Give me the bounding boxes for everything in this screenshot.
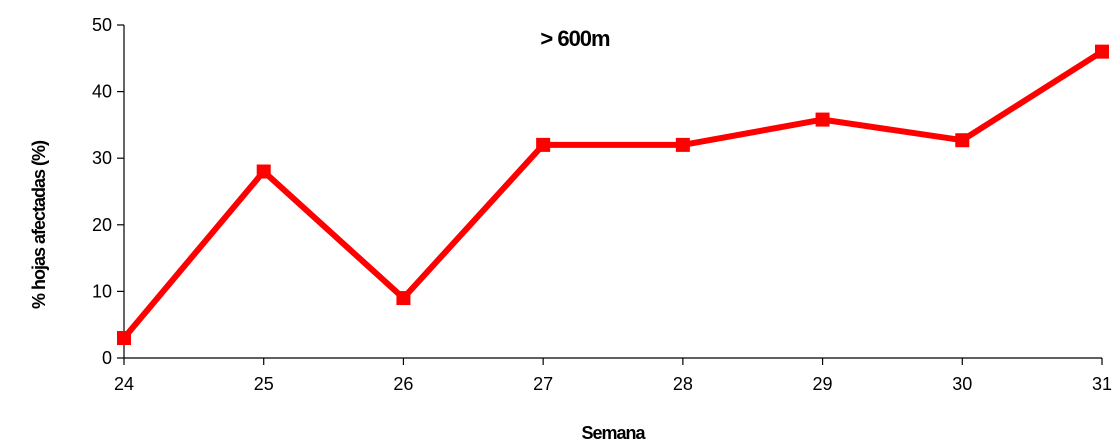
data-point-marker — [536, 137, 551, 152]
x-tick-label: 29 — [813, 374, 833, 394]
y-axis-title: % hojas afectadas (%) — [29, 140, 49, 309]
series-group — [117, 44, 1109, 346]
data-point-marker — [1095, 44, 1109, 59]
x-tick-label: 31 — [1092, 374, 1112, 394]
x-tick-label: 25 — [254, 374, 274, 394]
data-point-marker — [256, 164, 271, 179]
y-tick-label: 10 — [92, 281, 112, 301]
data-point-marker — [396, 291, 411, 306]
x-axis-ticks: 24 25 26 27 28 29 30 31 — [114, 358, 1112, 394]
data-point-marker — [955, 133, 970, 148]
x-tick-label: 26 — [393, 374, 413, 394]
series-line — [121, 49, 1104, 340]
data-point-marker — [117, 331, 131, 346]
chart-title: > 600m — [540, 26, 610, 51]
y-tick-label: 40 — [92, 82, 112, 102]
y-tick-label: 50 — [92, 15, 112, 35]
x-tick-label: 27 — [533, 374, 553, 394]
x-tick-label: 24 — [114, 374, 134, 394]
y-tick-label: 20 — [92, 215, 112, 235]
data-point-marker — [815, 112, 830, 127]
x-tick-label: 28 — [673, 374, 693, 394]
x-tick-label: 30 — [952, 374, 972, 394]
y-tick-label: 30 — [92, 148, 112, 168]
y-axis-ticks: 0 10 20 30 40 50 — [92, 15, 124, 368]
y-tick-label: 0 — [102, 348, 112, 368]
x-axis-title: Semana — [581, 423, 646, 443]
data-point-marker — [675, 137, 690, 152]
